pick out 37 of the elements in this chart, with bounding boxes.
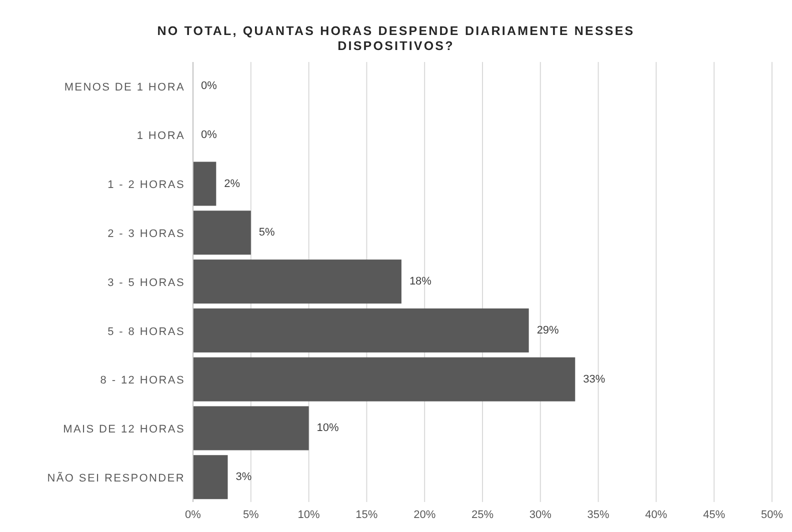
y-tick-label: MAIS DE 12 HORAS xyxy=(63,424,185,436)
bar xyxy=(193,455,228,500)
chart-title: NO TOTAL, QUANTAS HORAS DESPENDE DIARIAMENTE NESSES DISPOSITIVOS? xyxy=(156,23,636,54)
x-tick-label: 25% xyxy=(471,508,494,521)
bar xyxy=(193,210,251,255)
bar xyxy=(193,406,309,450)
x-tick-label: 30% xyxy=(529,508,552,521)
data-label: 2% xyxy=(224,178,240,190)
data-label: 10% xyxy=(316,422,340,434)
bar xyxy=(193,162,216,206)
x-tick-label: 5% xyxy=(242,508,260,521)
y-tick-label: MENOS DE 1 HORA xyxy=(64,81,185,94)
bar xyxy=(193,308,529,352)
x-tick-label: 40% xyxy=(645,508,668,521)
y-tick-label: 8 - 12 HORAS xyxy=(100,374,185,387)
x-tick-label: 45% xyxy=(703,508,726,521)
data-label: 29% xyxy=(536,324,560,336)
x-tick-label: 15% xyxy=(356,508,378,521)
y-tick-label: 1 HORA xyxy=(136,130,185,142)
data-label: 3% xyxy=(236,471,252,484)
data-label: 5% xyxy=(258,226,276,239)
y-tick-label: 3 - 5 HORAS xyxy=(108,276,185,289)
bar xyxy=(193,260,402,304)
y-tick-label: NÃO SEI RESPONDER xyxy=(47,471,185,484)
data-label: 0% xyxy=(201,128,218,141)
x-tick-label: 10% xyxy=(298,508,320,521)
x-tick-label: 35% xyxy=(587,508,610,521)
bar xyxy=(193,357,576,402)
x-tick-label: 20% xyxy=(414,508,436,521)
data-label: 0% xyxy=(201,80,218,92)
x-tick-label: 50% xyxy=(760,508,784,521)
y-tick-label: 1 - 2 HORAS xyxy=(108,179,185,192)
data-label: 33% xyxy=(583,373,606,386)
x-tick-label: 0% xyxy=(185,508,202,521)
y-tick-label: 2 - 3 HORAS xyxy=(108,228,185,240)
data-label: 18% xyxy=(409,276,432,288)
y-tick-label: 5 - 8 HORAS xyxy=(108,326,185,338)
